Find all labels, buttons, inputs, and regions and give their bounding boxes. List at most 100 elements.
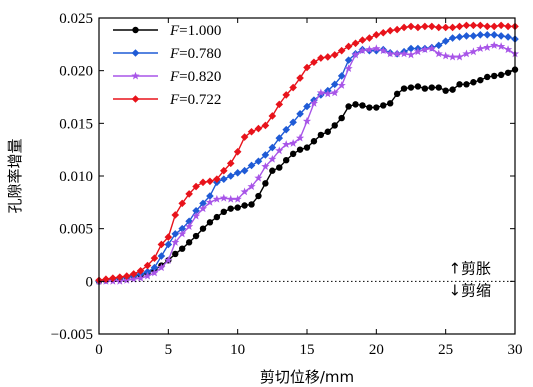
data-point — [198, 204, 208, 213]
data-point — [262, 180, 269, 187]
data-point — [296, 146, 304, 153]
data-point — [330, 80, 339, 89]
data-point — [344, 56, 353, 64]
legend-marker — [131, 71, 140, 80]
data-point — [407, 84, 415, 91]
data-point — [269, 167, 276, 174]
data-point — [484, 73, 491, 81]
data-point — [220, 208, 227, 216]
data-point — [276, 164, 283, 171]
data-point — [303, 144, 311, 151]
data-point — [365, 45, 374, 54]
data-point — [171, 230, 180, 238]
data-point — [172, 250, 179, 258]
data-point — [351, 39, 360, 48]
data-point — [455, 33, 464, 41]
data-point — [129, 270, 138, 278]
data-point — [497, 32, 505, 40]
data-point — [206, 177, 214, 186]
data-point — [344, 42, 353, 51]
data-point — [303, 102, 311, 111]
data-point — [102, 275, 110, 284]
data-point — [150, 254, 159, 262]
data-point — [379, 46, 388, 55]
data-point — [407, 22, 415, 31]
data-point — [199, 199, 207, 208]
data-point — [345, 103, 352, 110]
data-point — [427, 44, 436, 53]
series-0 — [95, 66, 519, 285]
legend-label: F=0.820 — [169, 69, 221, 85]
x-tick-label: 25 — [438, 342, 453, 358]
data-point — [226, 172, 235, 180]
data-point — [372, 31, 381, 39]
data-point — [490, 31, 498, 39]
data-point — [192, 182, 200, 191]
data-point — [504, 69, 512, 76]
y-tick-label: 0.005 — [59, 222, 93, 238]
data-point — [185, 222, 194, 231]
contraction-annotation: ↓剪缩 — [448, 282, 491, 300]
data-point — [240, 187, 249, 196]
data-point — [247, 182, 256, 191]
data-point — [268, 143, 277, 152]
data-point — [261, 162, 270, 170]
data-point — [490, 41, 499, 49]
data-point — [309, 99, 319, 107]
data-point — [463, 81, 470, 88]
data-point — [497, 42, 506, 50]
legend: F=1.000 F=0.780 F=0.820 F=0.722 — [113, 23, 221, 108]
data-point — [476, 21, 485, 30]
data-point — [178, 224, 186, 233]
data-point — [316, 88, 325, 97]
data-point — [337, 46, 346, 55]
legend-label: F=0.722 — [169, 92, 221, 108]
data-point — [220, 166, 228, 175]
data-point — [448, 23, 457, 32]
legend-item: F=0.722 — [113, 92, 221, 108]
data-point — [504, 22, 512, 31]
data-point — [483, 43, 492, 51]
data-point — [441, 51, 450, 60]
data-point — [324, 128, 331, 135]
x-axis-title: 剪切位移/mm — [260, 368, 354, 386]
data-point — [337, 81, 346, 89]
data-point — [157, 252, 166, 260]
data-point — [178, 229, 187, 238]
y-tick-label: 0.010 — [59, 169, 93, 185]
data-point — [171, 211, 180, 219]
data-point — [157, 240, 166, 249]
data-point — [421, 22, 429, 31]
data-point — [358, 46, 367, 55]
data-point — [122, 275, 131, 284]
data-point — [199, 178, 207, 187]
data-point — [386, 26, 394, 35]
data-point — [289, 150, 297, 158]
data-point — [455, 52, 464, 61]
data-point — [192, 232, 200, 240]
data-point — [497, 21, 505, 30]
data-point — [164, 233, 173, 241]
data-point — [476, 31, 485, 39]
data-point — [185, 239, 193, 246]
data-point — [338, 114, 345, 122]
data-point — [330, 51, 339, 59]
data-point — [295, 133, 305, 142]
data-point — [233, 147, 242, 156]
data-point — [491, 72, 498, 80]
data-point — [275, 134, 284, 142]
legend-marker — [131, 49, 140, 57]
data-point — [420, 45, 429, 54]
x-tick-label: 20 — [369, 342, 384, 358]
legend-marker — [132, 26, 139, 34]
dilation-annotation: ↑剪胀 — [448, 259, 491, 277]
data-point — [373, 104, 380, 111]
data-point — [504, 33, 512, 41]
data-point — [212, 194, 221, 203]
data-point — [233, 169, 242, 177]
data-point — [240, 166, 249, 175]
data-point — [150, 263, 159, 272]
data-point — [441, 23, 450, 32]
legend-label: F=1.000 — [169, 23, 221, 39]
y-axis-title: 孔隙率增量 — [6, 138, 24, 213]
